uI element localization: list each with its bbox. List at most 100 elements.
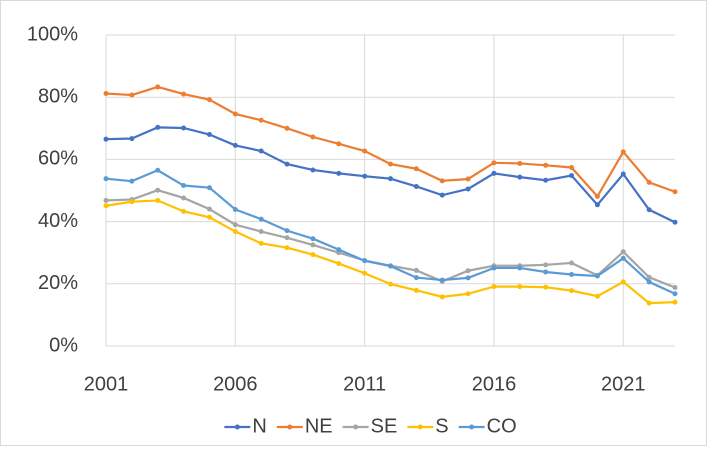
data-point bbox=[672, 189, 678, 195]
legend-marker bbox=[234, 424, 240, 430]
y-tick-label: 80% bbox=[38, 85, 78, 107]
data-point bbox=[232, 222, 238, 228]
data-point bbox=[258, 148, 264, 154]
x-tick-label: 2001 bbox=[84, 373, 129, 395]
data-point bbox=[155, 197, 161, 203]
data-point bbox=[181, 195, 187, 201]
legend-label: CO bbox=[487, 415, 517, 437]
data-point bbox=[413, 275, 419, 281]
data-point bbox=[232, 229, 238, 235]
data-point bbox=[543, 177, 549, 183]
data-point bbox=[491, 160, 497, 166]
legend-marker bbox=[287, 424, 293, 430]
data-point bbox=[310, 167, 316, 173]
data-point bbox=[310, 236, 316, 242]
data-point bbox=[310, 252, 316, 258]
y-tick-label: 40% bbox=[38, 210, 78, 232]
data-point bbox=[594, 293, 600, 299]
data-point bbox=[388, 281, 393, 287]
data-point bbox=[646, 274, 652, 280]
data-point bbox=[413, 287, 419, 293]
data-point bbox=[258, 240, 264, 246]
y-tick-label: 100% bbox=[27, 23, 78, 45]
data-point bbox=[620, 249, 626, 255]
data-point bbox=[206, 214, 212, 220]
data-point bbox=[517, 174, 523, 180]
data-point bbox=[620, 255, 626, 261]
data-point bbox=[439, 294, 445, 300]
legend-label: SE bbox=[371, 415, 398, 437]
x-tick-label: 2016 bbox=[472, 373, 517, 395]
legend-marker bbox=[417, 424, 423, 430]
data-point bbox=[103, 90, 109, 96]
y-tick-label: 20% bbox=[38, 272, 78, 294]
data-point bbox=[491, 170, 497, 176]
x-tick-label: 2011 bbox=[343, 373, 386, 395]
data-point bbox=[284, 228, 290, 234]
data-point bbox=[336, 261, 342, 267]
data-point bbox=[569, 164, 575, 170]
data-point bbox=[672, 291, 678, 297]
data-point bbox=[232, 111, 238, 117]
data-point bbox=[362, 270, 368, 276]
data-point bbox=[594, 193, 600, 199]
y-tick-label: 0% bbox=[49, 334, 78, 356]
x-tick-label: 2006 bbox=[213, 373, 258, 395]
data-point bbox=[439, 192, 445, 198]
data-point bbox=[310, 134, 316, 140]
data-point bbox=[646, 207, 652, 213]
data-point bbox=[646, 279, 652, 285]
data-point bbox=[620, 149, 626, 155]
legend-label: NE bbox=[305, 415, 333, 437]
data-point bbox=[594, 273, 600, 279]
data-point bbox=[336, 247, 342, 253]
data-point bbox=[543, 162, 549, 168]
data-point bbox=[672, 219, 678, 225]
data-point bbox=[103, 176, 109, 182]
data-point bbox=[388, 176, 393, 182]
legend: N NE SE S CO bbox=[224, 415, 517, 437]
data-point bbox=[129, 199, 135, 205]
data-point bbox=[491, 284, 497, 290]
data-point bbox=[569, 173, 575, 179]
data-point bbox=[181, 183, 187, 189]
data-point bbox=[181, 208, 187, 214]
data-point bbox=[517, 160, 523, 166]
data-point bbox=[129, 178, 135, 184]
data-point bbox=[517, 284, 523, 290]
data-point bbox=[181, 91, 187, 97]
legend-marker bbox=[353, 424, 359, 430]
data-point bbox=[465, 268, 471, 274]
data-point bbox=[310, 242, 316, 248]
data-point bbox=[672, 285, 678, 291]
data-point bbox=[672, 299, 678, 305]
data-point bbox=[155, 187, 161, 193]
data-point bbox=[569, 260, 575, 266]
data-point bbox=[181, 125, 187, 131]
data-point bbox=[232, 142, 238, 148]
data-point bbox=[646, 179, 652, 185]
data-point bbox=[388, 263, 393, 269]
data-point bbox=[258, 216, 264, 222]
data-point bbox=[620, 171, 626, 177]
data-point bbox=[336, 170, 342, 176]
data-point bbox=[336, 141, 342, 147]
data-point bbox=[232, 206, 238, 212]
data-point bbox=[413, 166, 419, 172]
data-point bbox=[439, 277, 445, 283]
data-point bbox=[620, 279, 626, 285]
data-point bbox=[103, 136, 109, 142]
data-point bbox=[284, 245, 290, 251]
data-point bbox=[362, 148, 368, 154]
data-point bbox=[594, 202, 600, 208]
data-point bbox=[155, 124, 161, 130]
data-point bbox=[206, 206, 212, 212]
data-point bbox=[258, 117, 264, 123]
y-tick-label: 60% bbox=[38, 148, 78, 170]
data-point bbox=[284, 161, 290, 167]
data-point bbox=[129, 136, 135, 142]
data-point bbox=[413, 183, 419, 189]
x-tick-label: 2021 bbox=[601, 373, 646, 395]
data-point bbox=[206, 132, 212, 138]
